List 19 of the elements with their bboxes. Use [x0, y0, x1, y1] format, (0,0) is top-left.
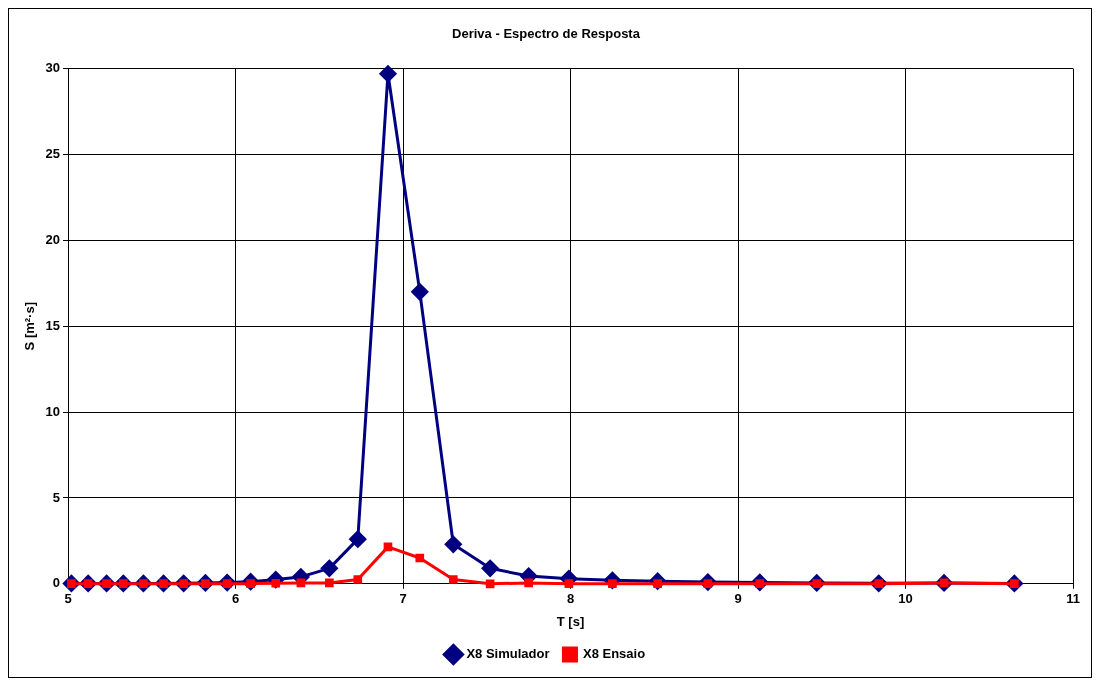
x-tick-label: 11 — [1066, 591, 1080, 607]
y-tick-label: 20 — [45, 231, 61, 247]
x-tick-label: 7 — [399, 591, 407, 607]
y-tick-label: 10 — [45, 403, 61, 419]
y-tick-label: 5 — [52, 489, 61, 505]
x-tick-label: 10 — [898, 591, 913, 607]
x-axis-title: T [s] — [556, 613, 585, 629]
y-axis-title: S [m²·s] — [22, 302, 38, 351]
y-tick-label: 15 — [45, 317, 61, 333]
legend-label: X8 Ensaio — [582, 646, 646, 662]
legend-label: X8 Simulador — [466, 646, 550, 662]
y-tick-label: 25 — [45, 146, 61, 162]
x-tick-label: 6 — [231, 591, 240, 607]
x-tick-label: 5 — [64, 591, 72, 607]
chart-title: Deriva - Espectro de Resposta — [452, 26, 641, 42]
x-tick-label: 8 — [566, 591, 575, 607]
y-tick-label: 30 — [45, 60, 61, 76]
x-tick-label: 9 — [734, 591, 742, 607]
y-tick-label: 0 — [52, 575, 61, 591]
